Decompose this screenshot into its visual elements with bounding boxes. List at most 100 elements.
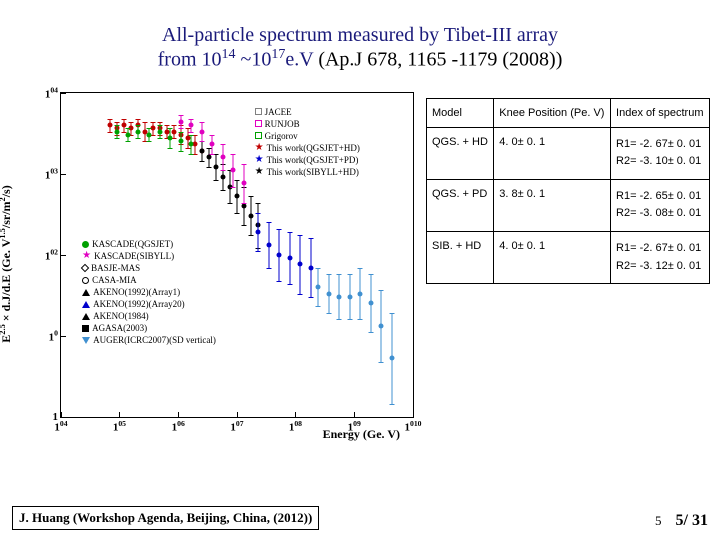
title-line2: from 1014 ~1017e.V (Ap.J 678, 1165 -1179… <box>20 47 700 72</box>
error-cap <box>358 319 363 320</box>
error-cap <box>108 119 113 120</box>
cell-model: QGS. + PD <box>427 179 494 231</box>
data-point <box>199 129 204 134</box>
diamond-open-marker-icon <box>81 264 89 272</box>
legend-item: Grigorov <box>255 130 360 142</box>
x-tick-label: 1010 <box>404 417 421 434</box>
legend-label: KASCADE(SIBYLL) <box>94 250 174 262</box>
cell-index: R1= -2. 65± 0. 01 R2= -3. 08± 0. 01 <box>611 179 710 231</box>
error-cap <box>326 313 331 314</box>
error-cap <box>242 164 247 165</box>
legend-item: ★KASCADE(SIBYLL) <box>82 250 216 262</box>
data-point <box>266 242 271 247</box>
data-point <box>389 356 394 361</box>
error-cap <box>379 362 384 363</box>
reference: (Ap.J 678, 1165 -1179 (2008)) <box>318 49 562 71</box>
error-cap <box>256 203 261 204</box>
index-r2: R2= -3. 12± 0. 01 <box>616 258 704 276</box>
data-point <box>157 129 162 134</box>
legend-label: AKENO(1992)(Array20) <box>93 298 184 310</box>
error-cap <box>298 235 303 236</box>
triangle-marker-icon <box>82 289 90 296</box>
index-r1: R1= -2. 67± 0. 01 <box>616 240 704 258</box>
error-cap <box>115 138 120 139</box>
square-marker-icon <box>82 325 89 332</box>
error-cap <box>164 125 169 126</box>
page-large: 5/ 31 <box>676 512 708 530</box>
legend-item: AKENO(1984) <box>82 310 216 322</box>
legend-item: AKENO(1992)(Array20) <box>82 298 216 310</box>
legend-item: JACEE <box>255 106 360 118</box>
square-open-marker-icon <box>255 108 262 115</box>
data-point <box>337 294 342 299</box>
data-point <box>242 204 247 209</box>
data-point <box>298 262 303 267</box>
error-cap <box>235 213 240 214</box>
error-cap <box>231 154 236 155</box>
data-point <box>220 174 225 179</box>
error-cap <box>125 128 130 129</box>
data-point <box>242 181 247 186</box>
error-cap <box>347 319 352 320</box>
model-table-area: Model Knee Position (Pe. V) Index of spe… <box>426 84 710 444</box>
error-cap <box>308 238 313 239</box>
error-cap <box>157 125 162 126</box>
error-cap <box>368 332 373 333</box>
spectrum-chart: E2.5 × d.J/d.E (Ge. V1.5/sr/m2/s) 110102… <box>10 84 420 444</box>
error-cap <box>379 290 384 291</box>
error-cap <box>157 122 162 123</box>
chart-plot: 1101021031041041051061071081091010JACEER… <box>60 92 414 418</box>
error-cap <box>389 313 394 314</box>
legend-group: JACEERUNJOBGrigorov★This work(QGSJET+HD)… <box>255 106 360 178</box>
legend-item: AUGER(ICRC2007)(SD vertical) <box>82 334 216 346</box>
data-point <box>277 252 282 257</box>
x-tick-label: 105 <box>113 417 126 434</box>
error-cap <box>206 167 211 168</box>
data-point <box>308 265 313 270</box>
error-cap <box>147 128 152 129</box>
star-marker-icon: ★ <box>255 144 264 152</box>
data-point <box>358 291 363 296</box>
error-cap <box>347 274 352 275</box>
error-cap <box>337 274 342 275</box>
error-cap <box>157 138 162 139</box>
data-point <box>231 168 236 173</box>
x-axis-label: Energy (Ge. V) <box>323 427 400 442</box>
col-model: Model <box>427 98 494 127</box>
error-cap <box>147 141 152 142</box>
legend-label: KASCADE(QGSJET) <box>92 238 173 250</box>
table-header-row: Model Knee Position (Pe. V) Index of spe… <box>427 98 710 127</box>
x-tick-label: 107 <box>230 417 243 434</box>
data-point <box>171 129 176 134</box>
legend-item: KASCADE(QGSJET) <box>82 238 216 250</box>
error-cap <box>287 284 292 285</box>
error-cap <box>150 122 155 123</box>
data-point <box>347 294 352 299</box>
legend-label: This work(SIBYLL+HD) <box>267 166 359 178</box>
error-cap <box>178 132 183 133</box>
exponent: 14 <box>222 47 236 62</box>
y-tick-label: 104 <box>45 85 61 100</box>
error-cap <box>235 180 240 181</box>
error-cap <box>108 132 113 133</box>
error-cap <box>125 141 130 142</box>
error-cap <box>315 306 320 307</box>
footer: J. Huang (Workshop Agenda, Beijing, Chin… <box>0 506 720 530</box>
title-text: from 10 <box>158 49 222 71</box>
citation-box: J. Huang (Workshop Agenda, Beijing, Chin… <box>12 506 319 530</box>
error-cap <box>185 128 190 129</box>
error-cap <box>136 119 141 120</box>
star-marker-icon: ★ <box>255 168 264 176</box>
error-cap <box>220 144 225 145</box>
col-index: Index of spectrum <box>611 98 710 127</box>
error-cap <box>298 294 303 295</box>
triangle-open-marker-icon <box>82 313 90 320</box>
cell-model: QGS. + HD <box>427 127 494 179</box>
legend-label: AGASA(2003) <box>92 322 147 334</box>
legend-label: This work(QGSJET+PD) <box>267 154 359 166</box>
data-point <box>178 119 183 124</box>
error-cap <box>220 170 225 171</box>
error-cap <box>326 274 331 275</box>
data-point <box>315 285 320 290</box>
error-cap <box>189 154 194 155</box>
